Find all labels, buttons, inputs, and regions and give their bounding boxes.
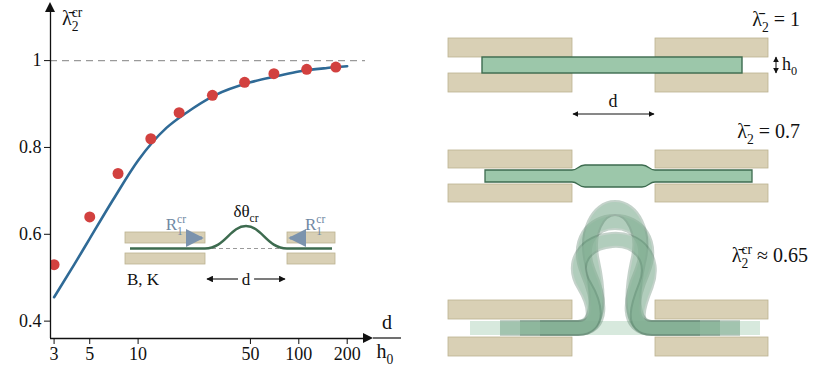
svg-text:100: 100: [285, 344, 312, 364]
svg-text:R1cr: R1cr: [166, 213, 186, 238]
svg-text:0.6: 0.6: [19, 224, 42, 244]
svg-text:10: 10: [129, 344, 147, 364]
svg-text:1: 1: [33, 50, 42, 70]
svg-text:λ̄2cr ≈ 0.65: λ̄2cr ≈ 0.65: [732, 242, 808, 271]
svg-text:0.8: 0.8: [19, 137, 42, 157]
svg-text:h0: h0: [782, 54, 797, 78]
svg-text:d: d: [242, 270, 251, 289]
svg-text:3: 3: [50, 344, 59, 364]
svg-text:λ̄2 = 1: λ̄2 = 1: [752, 8, 800, 35]
svg-text:δθcr: δθcr: [233, 202, 258, 225]
svg-text:5: 5: [85, 344, 94, 364]
svg-text:50: 50: [241, 344, 259, 364]
svg-text:λ̄2 = 0.7: λ̄2 = 0.7: [737, 120, 800, 147]
svg-text:R1cr: R1cr: [305, 213, 325, 238]
svg-text:200: 200: [334, 344, 361, 364]
svg-text:λ̄2cr: λ̄2cr: [62, 5, 83, 34]
svg-text:d: d: [609, 91, 618, 111]
svg-text:d: d: [382, 311, 392, 333]
svg-text:B, K: B, K: [127, 270, 160, 289]
svg-text:h0: h0: [377, 340, 394, 367]
svg-text:0.4: 0.4: [19, 311, 42, 331]
